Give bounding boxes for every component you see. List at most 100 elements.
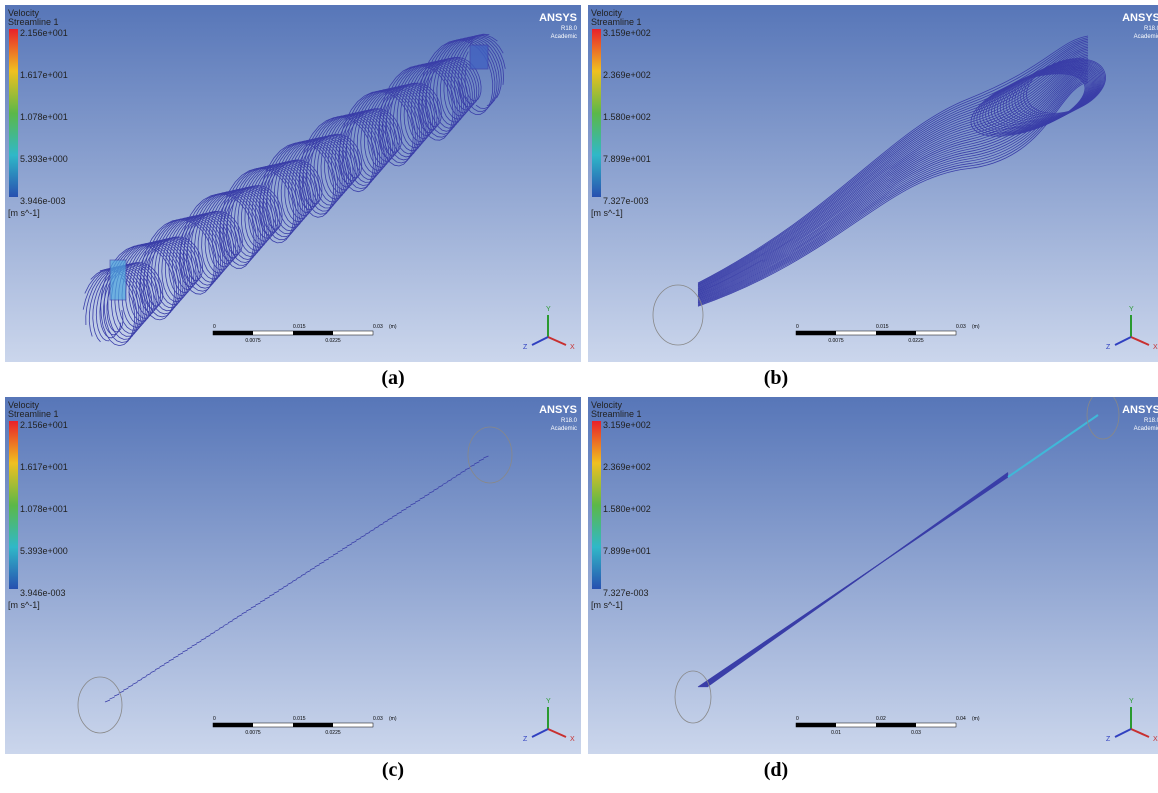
- license: Academic: [551, 426, 577, 432]
- streamline: [697, 40, 1089, 286]
- legend-value: 2.369e+002: [603, 70, 651, 80]
- color-bar: [9, 29, 18, 197]
- streamline: [697, 78, 1089, 305]
- scale-label: 0: [796, 324, 799, 330]
- streamline: [155, 667, 161, 671]
- scale-bar-black: [796, 331, 836, 335]
- axis-label: X: [570, 736, 575, 743]
- streamline: [442, 482, 448, 485]
- streamline: [697, 35, 1089, 284]
- streamline: [697, 67, 1089, 300]
- streamline: [697, 75, 1089, 304]
- streamlines: [82, 33, 506, 347]
- legend-value: 3.946e-003: [20, 588, 66, 598]
- axis-z: [1114, 728, 1132, 738]
- legend-value: 1.580e+002: [603, 112, 651, 122]
- streamline: [90, 36, 502, 334]
- streamline: [145, 673, 152, 676]
- license: Academic: [551, 34, 577, 40]
- legend-subtitle: Streamline 1: [8, 17, 59, 27]
- axis-x: [547, 728, 567, 738]
- streamline: [697, 61, 1089, 297]
- streamlines: [652, 35, 1106, 346]
- streamline: [305, 570, 311, 574]
- streamline: [205, 634, 211, 638]
- streamline: [355, 537, 361, 541]
- color-bar: [592, 29, 601, 197]
- color-bar: [592, 421, 601, 589]
- streamline: [697, 72, 1089, 302]
- legend-value: 3.159e+002: [603, 28, 651, 38]
- version: R18.0: [561, 418, 578, 424]
- scale-label: 0.0075: [245, 338, 261, 344]
- streamline: [282, 584, 288, 588]
- legend-value: 2.369e+002: [603, 462, 651, 472]
- streamline: [132, 681, 138, 685]
- streamline: [168, 658, 174, 662]
- legend-unit: [m s^-1]: [591, 208, 623, 218]
- scale-label: 0.015: [293, 716, 306, 722]
- streamline: [314, 564, 320, 568]
- vortex: [1026, 58, 1106, 114]
- streamline: [332, 552, 339, 556]
- outlet-ring: [467, 426, 513, 484]
- streamline: [136, 679, 143, 682]
- streamline: [92, 33, 490, 343]
- streamline: [697, 77, 1089, 305]
- legend-title: Velocity: [591, 8, 623, 18]
- axis-label: Y: [546, 698, 551, 705]
- streamline: [337, 549, 343, 553]
- scale-label: 0.03: [956, 324, 966, 330]
- axis-label: Z: [1106, 344, 1111, 351]
- license: Academic: [1134, 426, 1158, 432]
- legend-title: Velocity: [8, 8, 40, 18]
- scale-bar-black: [293, 723, 333, 727]
- axis-label: Y: [546, 306, 551, 313]
- scale-label: (m): [389, 324, 397, 330]
- version: R18.0: [1144, 26, 1158, 32]
- streamline: [319, 561, 325, 565]
- scale-label: 0.0225: [325, 338, 341, 344]
- caption: (c): [381, 759, 405, 781]
- inlet: [109, 259, 127, 301]
- streamline: [706, 472, 1009, 688]
- streamline: [697, 58, 1089, 295]
- legend-unit: [m s^-1]: [8, 208, 40, 218]
- scale-bar-black: [796, 723, 836, 727]
- streamline: [291, 579, 298, 582]
- streamline: [127, 684, 133, 688]
- legend-value: 1.617e+001: [20, 462, 68, 472]
- streamline: [392, 514, 398, 518]
- scale-label: 0.0075: [828, 338, 844, 344]
- inlet-ring: [674, 670, 712, 724]
- streamline: [424, 493, 430, 497]
- brand: ANSYS: [1122, 404, 1158, 416]
- brand: ANSYS: [539, 404, 577, 416]
- streamline: [255, 602, 261, 606]
- streamline: [697, 42, 1089, 287]
- streamline: [455, 473, 462, 476]
- streamline: [323, 558, 330, 562]
- streamline: [232, 617, 238, 621]
- legend-value: 3.159e+002: [603, 420, 651, 430]
- streamline: [414, 499, 421, 503]
- streamline: [697, 66, 1089, 299]
- scale-label: (m): [972, 716, 980, 722]
- streamline: [396, 511, 402, 515]
- streamline: [419, 496, 425, 500]
- scale-label: 0.015: [293, 324, 306, 330]
- streamline: [387, 517, 393, 521]
- scale-label: 0: [213, 324, 216, 330]
- legend-unit: [m s^-1]: [591, 600, 623, 610]
- legend-value: 7.899e+001: [603, 154, 651, 164]
- streamline: [310, 567, 316, 571]
- streamline: [241, 611, 247, 615]
- streamline: [296, 576, 302, 579]
- axis-x: [547, 336, 567, 346]
- scale-label: 0.03: [373, 716, 383, 722]
- streamline: [405, 505, 412, 509]
- scale-bar-black: [293, 331, 333, 335]
- legend-value: 7.899e+001: [603, 546, 651, 556]
- legend-value: 1.078e+001: [20, 504, 68, 514]
